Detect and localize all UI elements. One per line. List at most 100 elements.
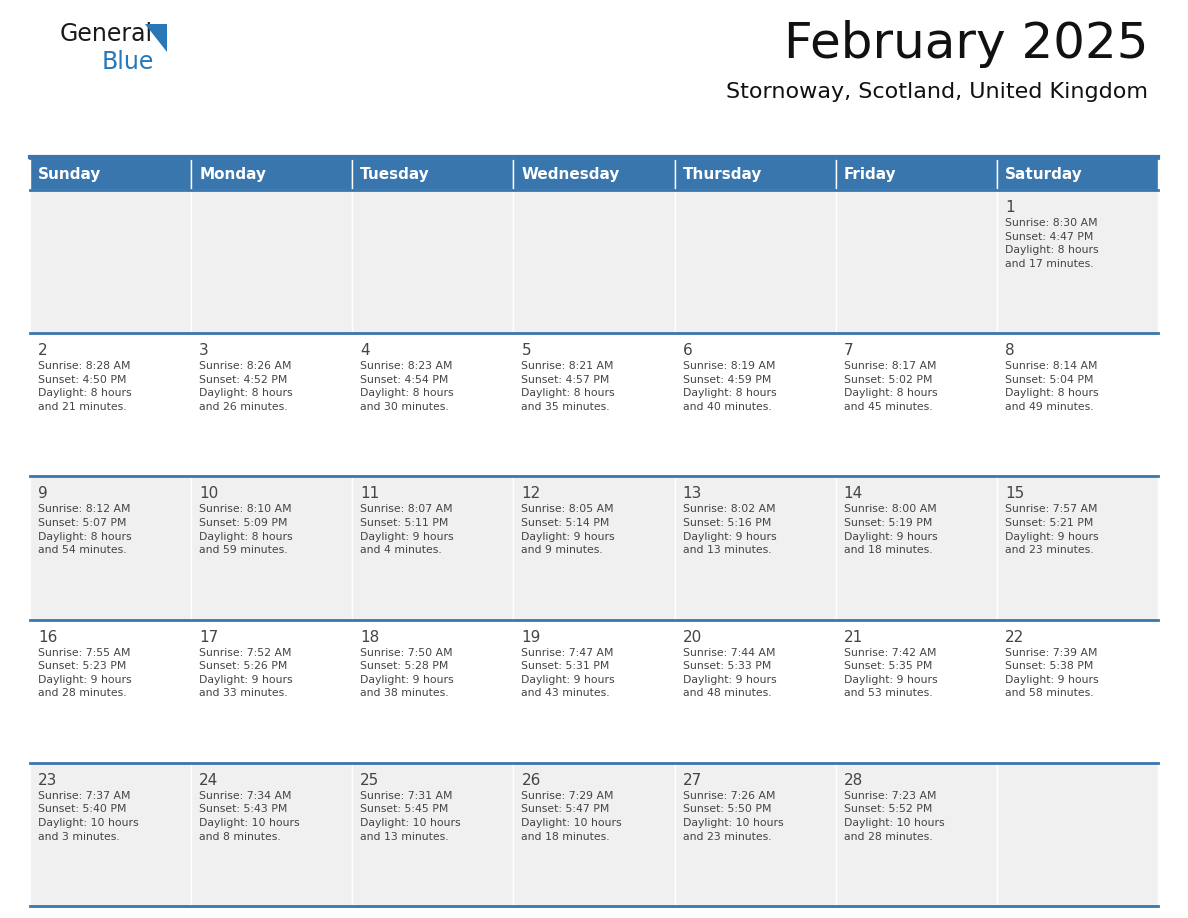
Text: Sunrise: 8:00 AM
Sunset: 5:19 PM
Daylight: 9 hours
and 18 minutes.: Sunrise: 8:00 AM Sunset: 5:19 PM Dayligh… <box>843 504 937 555</box>
Text: Sunrise: 8:17 AM
Sunset: 5:02 PM
Daylight: 8 hours
and 45 minutes.: Sunrise: 8:17 AM Sunset: 5:02 PM Dayligh… <box>843 361 937 412</box>
Text: 2: 2 <box>38 343 48 358</box>
Bar <box>191 190 353 333</box>
Bar <box>353 158 513 190</box>
Text: 18: 18 <box>360 630 379 644</box>
Text: Sunrise: 7:52 AM
Sunset: 5:26 PM
Daylight: 9 hours
and 33 minutes.: Sunrise: 7:52 AM Sunset: 5:26 PM Dayligh… <box>200 647 292 699</box>
Bar <box>675 620 835 763</box>
Text: 14: 14 <box>843 487 862 501</box>
Text: 1: 1 <box>1005 200 1015 215</box>
Text: Sunrise: 7:44 AM
Sunset: 5:33 PM
Daylight: 9 hours
and 48 minutes.: Sunrise: 7:44 AM Sunset: 5:33 PM Dayligh… <box>683 647 776 699</box>
Polygon shape <box>145 24 168 52</box>
Bar <box>191 620 353 763</box>
Text: Monday: Monday <box>200 166 266 182</box>
Text: Tuesday: Tuesday <box>360 166 430 182</box>
Text: 22: 22 <box>1005 630 1024 644</box>
Bar <box>997 190 1158 333</box>
Text: Sunrise: 8:14 AM
Sunset: 5:04 PM
Daylight: 8 hours
and 49 minutes.: Sunrise: 8:14 AM Sunset: 5:04 PM Dayligh… <box>1005 361 1099 412</box>
Bar <box>835 476 997 620</box>
Bar <box>191 476 353 620</box>
Text: 9: 9 <box>38 487 48 501</box>
Text: 19: 19 <box>522 630 541 644</box>
Text: Sunrise: 8:21 AM
Sunset: 4:57 PM
Daylight: 8 hours
and 35 minutes.: Sunrise: 8:21 AM Sunset: 4:57 PM Dayligh… <box>522 361 615 412</box>
Text: Sunrise: 8:10 AM
Sunset: 5:09 PM
Daylight: 8 hours
and 59 minutes.: Sunrise: 8:10 AM Sunset: 5:09 PM Dayligh… <box>200 504 292 555</box>
Text: Sunrise: 7:23 AM
Sunset: 5:52 PM
Daylight: 10 hours
and 28 minutes.: Sunrise: 7:23 AM Sunset: 5:52 PM Dayligh… <box>843 790 944 842</box>
Text: Sunrise: 7:37 AM
Sunset: 5:40 PM
Daylight: 10 hours
and 3 minutes.: Sunrise: 7:37 AM Sunset: 5:40 PM Dayligh… <box>38 790 139 842</box>
Text: Sunrise: 7:39 AM
Sunset: 5:38 PM
Daylight: 9 hours
and 58 minutes.: Sunrise: 7:39 AM Sunset: 5:38 PM Dayligh… <box>1005 647 1099 699</box>
Text: 3: 3 <box>200 343 209 358</box>
Bar <box>191 158 353 190</box>
Bar <box>513 333 675 476</box>
Text: Sunrise: 7:29 AM
Sunset: 5:47 PM
Daylight: 10 hours
and 18 minutes.: Sunrise: 7:29 AM Sunset: 5:47 PM Dayligh… <box>522 790 623 842</box>
Text: General: General <box>61 22 153 46</box>
Text: 26: 26 <box>522 773 541 788</box>
Text: 11: 11 <box>360 487 379 501</box>
Text: Sunrise: 7:34 AM
Sunset: 5:43 PM
Daylight: 10 hours
and 8 minutes.: Sunrise: 7:34 AM Sunset: 5:43 PM Dayligh… <box>200 790 299 842</box>
Bar <box>675 763 835 906</box>
Text: Sunrise: 8:26 AM
Sunset: 4:52 PM
Daylight: 8 hours
and 26 minutes.: Sunrise: 8:26 AM Sunset: 4:52 PM Dayligh… <box>200 361 292 412</box>
Text: February 2025: February 2025 <box>784 20 1148 68</box>
Text: 23: 23 <box>38 773 57 788</box>
Text: Sunrise: 8:07 AM
Sunset: 5:11 PM
Daylight: 9 hours
and 4 minutes.: Sunrise: 8:07 AM Sunset: 5:11 PM Dayligh… <box>360 504 454 555</box>
Text: 27: 27 <box>683 773 702 788</box>
Text: 7: 7 <box>843 343 853 358</box>
Bar <box>675 158 835 190</box>
Bar <box>675 190 835 333</box>
Text: 5: 5 <box>522 343 531 358</box>
Bar <box>30 763 191 906</box>
Text: 13: 13 <box>683 487 702 501</box>
Bar <box>997 763 1158 906</box>
Bar <box>353 333 513 476</box>
Text: 15: 15 <box>1005 487 1024 501</box>
Bar <box>30 476 191 620</box>
Bar <box>353 476 513 620</box>
Bar <box>30 158 191 190</box>
Text: Sunrise: 8:23 AM
Sunset: 4:54 PM
Daylight: 8 hours
and 30 minutes.: Sunrise: 8:23 AM Sunset: 4:54 PM Dayligh… <box>360 361 454 412</box>
Bar <box>30 620 191 763</box>
Bar <box>997 620 1158 763</box>
Text: Thursday: Thursday <box>683 166 762 182</box>
Text: 28: 28 <box>843 773 862 788</box>
Bar <box>191 763 353 906</box>
Text: Sunday: Sunday <box>38 166 101 182</box>
Bar <box>353 763 513 906</box>
Bar <box>353 620 513 763</box>
Text: 21: 21 <box>843 630 862 644</box>
Text: 17: 17 <box>200 630 219 644</box>
Text: Sunrise: 7:31 AM
Sunset: 5:45 PM
Daylight: 10 hours
and 13 minutes.: Sunrise: 7:31 AM Sunset: 5:45 PM Dayligh… <box>360 790 461 842</box>
Bar <box>30 190 191 333</box>
Text: 20: 20 <box>683 630 702 644</box>
Bar <box>513 620 675 763</box>
Bar <box>835 190 997 333</box>
Bar <box>997 333 1158 476</box>
Text: 24: 24 <box>200 773 219 788</box>
Bar <box>997 158 1158 190</box>
Bar <box>997 476 1158 620</box>
Text: Sunrise: 7:26 AM
Sunset: 5:50 PM
Daylight: 10 hours
and 23 minutes.: Sunrise: 7:26 AM Sunset: 5:50 PM Dayligh… <box>683 790 783 842</box>
Text: Sunrise: 8:19 AM
Sunset: 4:59 PM
Daylight: 8 hours
and 40 minutes.: Sunrise: 8:19 AM Sunset: 4:59 PM Dayligh… <box>683 361 776 412</box>
Text: Friday: Friday <box>843 166 896 182</box>
Text: Sunrise: 8:02 AM
Sunset: 5:16 PM
Daylight: 9 hours
and 13 minutes.: Sunrise: 8:02 AM Sunset: 5:16 PM Dayligh… <box>683 504 776 555</box>
Text: Sunrise: 7:47 AM
Sunset: 5:31 PM
Daylight: 9 hours
and 43 minutes.: Sunrise: 7:47 AM Sunset: 5:31 PM Dayligh… <box>522 647 615 699</box>
Text: Sunrise: 7:42 AM
Sunset: 5:35 PM
Daylight: 9 hours
and 53 minutes.: Sunrise: 7:42 AM Sunset: 5:35 PM Dayligh… <box>843 647 937 699</box>
Text: 6: 6 <box>683 343 693 358</box>
Text: 10: 10 <box>200 487 219 501</box>
Bar <box>30 333 191 476</box>
Bar <box>835 333 997 476</box>
Bar <box>191 333 353 476</box>
Bar <box>675 476 835 620</box>
Text: Blue: Blue <box>102 50 154 74</box>
Text: 4: 4 <box>360 343 369 358</box>
Text: Sunrise: 7:50 AM
Sunset: 5:28 PM
Daylight: 9 hours
and 38 minutes.: Sunrise: 7:50 AM Sunset: 5:28 PM Dayligh… <box>360 647 454 699</box>
Text: Sunrise: 8:28 AM
Sunset: 4:50 PM
Daylight: 8 hours
and 21 minutes.: Sunrise: 8:28 AM Sunset: 4:50 PM Dayligh… <box>38 361 132 412</box>
Text: Sunrise: 8:12 AM
Sunset: 5:07 PM
Daylight: 8 hours
and 54 minutes.: Sunrise: 8:12 AM Sunset: 5:07 PM Dayligh… <box>38 504 132 555</box>
Text: Sunrise: 8:05 AM
Sunset: 5:14 PM
Daylight: 9 hours
and 9 minutes.: Sunrise: 8:05 AM Sunset: 5:14 PM Dayligh… <box>522 504 615 555</box>
Bar <box>835 158 997 190</box>
Bar <box>675 333 835 476</box>
Text: 25: 25 <box>360 773 379 788</box>
Bar <box>835 620 997 763</box>
Text: Sunrise: 7:57 AM
Sunset: 5:21 PM
Daylight: 9 hours
and 23 minutes.: Sunrise: 7:57 AM Sunset: 5:21 PM Dayligh… <box>1005 504 1099 555</box>
Text: Sunrise: 7:55 AM
Sunset: 5:23 PM
Daylight: 9 hours
and 28 minutes.: Sunrise: 7:55 AM Sunset: 5:23 PM Dayligh… <box>38 647 132 699</box>
Text: 8: 8 <box>1005 343 1015 358</box>
Text: Wednesday: Wednesday <box>522 166 620 182</box>
Bar <box>513 158 675 190</box>
